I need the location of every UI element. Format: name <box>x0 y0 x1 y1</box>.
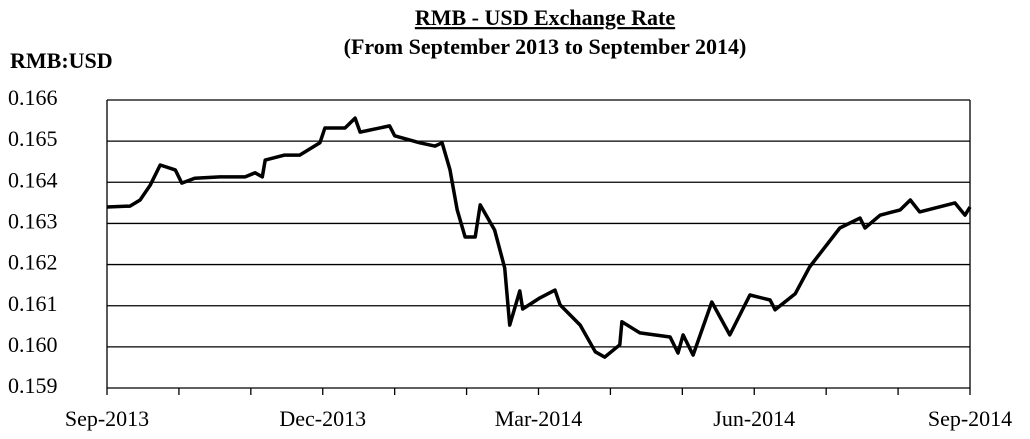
y-tick-label: 0.166 <box>8 85 58 110</box>
x-tick-label: Dec-2013 <box>279 406 366 431</box>
line-series <box>106 116 972 359</box>
x-tick-label: Jun-2014 <box>713 406 795 431</box>
y-tick-label: 0.162 <box>8 250 58 275</box>
y-tick-label: 0.165 <box>8 126 58 151</box>
y-tick-label: 0.160 <box>8 332 58 357</box>
x-tick-label: Sep-2013 <box>65 406 149 431</box>
x-tick-label: Mar-2014 <box>495 406 583 431</box>
y-tick-label: 0.164 <box>8 167 58 192</box>
y-axis-label: RMB:USD <box>10 48 113 73</box>
y-tick-label: 0.163 <box>8 208 58 233</box>
y-tick-label: 0.159 <box>8 373 58 398</box>
chart-title: RMB - USD Exchange Rate <box>415 5 676 30</box>
x-tick-label: Sep-2014 <box>928 406 1012 431</box>
chart-subtitle: (From September 2013 to September 2014) <box>344 34 747 59</box>
y-tick-label: 0.161 <box>8 291 58 316</box>
